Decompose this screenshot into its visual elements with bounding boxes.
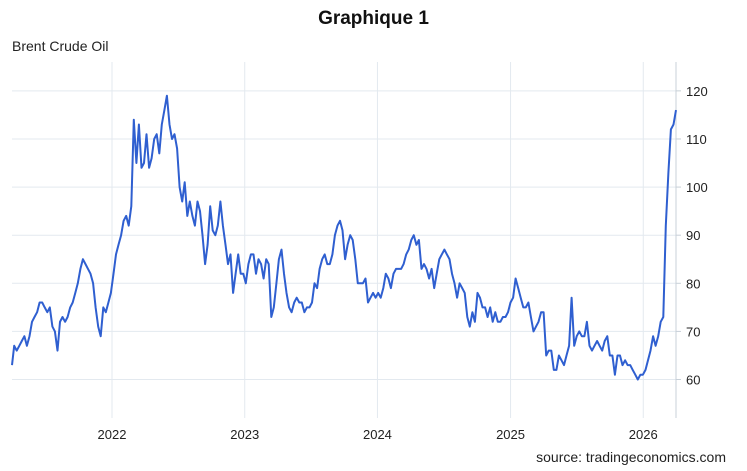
y-tick-label: 70 xyxy=(686,324,700,339)
y-tick-label: 80 xyxy=(686,276,700,291)
y-tick-label: 110 xyxy=(686,132,707,147)
vertical-gridlines xyxy=(111,62,644,418)
y-axis-ticks: 60 70 80 90 100 110 120 xyxy=(676,84,708,388)
chart-subtitle: Brent Crude Oil xyxy=(12,38,109,54)
x-tick-label: 2022 xyxy=(98,427,127,442)
x-axis-ticks: 2022 2023 2024 2025 2026 xyxy=(98,427,658,442)
source-credit: source: tradingeconomics.com xyxy=(536,449,726,465)
series-line xyxy=(11,94,677,381)
horizontal-gridlines xyxy=(12,90,676,381)
chart-title: Graphique 1 xyxy=(318,8,429,29)
y-tick-label: 60 xyxy=(686,373,700,388)
x-tick-label: 2023 xyxy=(230,427,259,442)
y-tick-label: 90 xyxy=(686,228,700,243)
x-tick-label: 2025 xyxy=(496,427,525,442)
y-tick-label: 120 xyxy=(686,84,708,99)
x-tick-label: 2024 xyxy=(363,427,392,442)
x-tick-label: 2026 xyxy=(629,427,658,442)
y-tick-label: 100 xyxy=(686,180,708,195)
